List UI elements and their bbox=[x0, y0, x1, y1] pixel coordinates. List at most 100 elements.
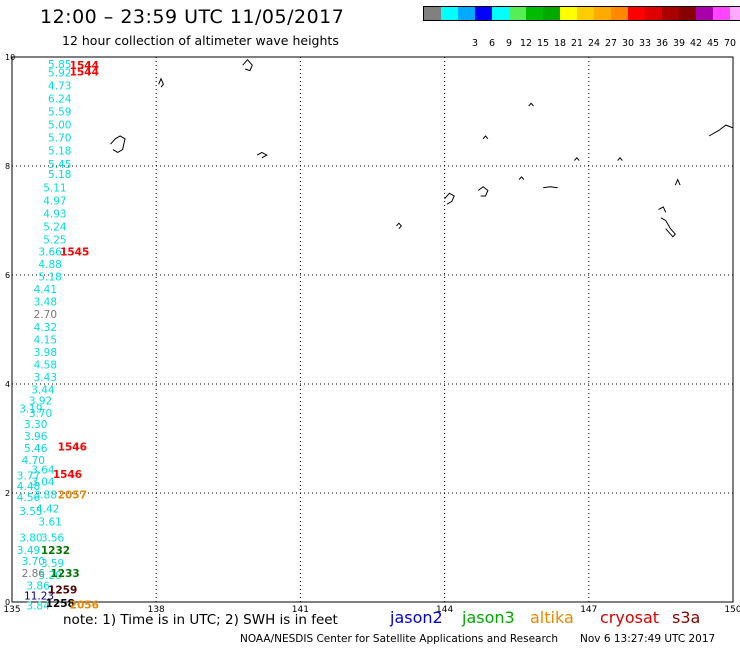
legend-swatch bbox=[713, 7, 730, 20]
legend-swatch bbox=[543, 7, 560, 20]
wave-height-label: 3.56 bbox=[41, 533, 65, 545]
satellite-legend-item: s3a bbox=[672, 608, 701, 627]
wave-height-label: 4.88 bbox=[38, 259, 61, 271]
footer-timestamp: Nov 6 13:27:49 UTC 2017 bbox=[580, 633, 716, 645]
wave-height-label: 3.98 bbox=[34, 347, 57, 359]
wave-height-label: 3.70 bbox=[22, 556, 45, 568]
island-outline bbox=[660, 217, 676, 238]
wave-height-label: 5.11 bbox=[43, 182, 66, 194]
island-outline bbox=[477, 186, 489, 197]
island-outline bbox=[543, 186, 558, 189]
wave-height-label: 3.70 bbox=[29, 408, 52, 420]
legend-swatch bbox=[577, 7, 594, 20]
footer-note: note: 1) Time is in UTC; 2) SWH is in fe… bbox=[63, 612, 338, 628]
page-title: 12:00 – 23:59 UTC 11/05/2017 bbox=[40, 6, 345, 28]
island-outline bbox=[518, 176, 525, 180]
wave-height-label: 4.73 bbox=[48, 80, 71, 92]
legend-swatch bbox=[475, 7, 492, 20]
wave-height-label: 4.42 bbox=[36, 503, 59, 515]
legend-tick-label: 21 bbox=[570, 38, 584, 49]
wave-height-label: 3.49 bbox=[17, 545, 40, 557]
legend-swatch bbox=[458, 7, 475, 20]
legend-swatch bbox=[679, 7, 696, 20]
legend-swatch bbox=[424, 7, 441, 20]
pass-time-label: 1258 bbox=[46, 598, 75, 610]
wave-height-label: 4.15 bbox=[34, 334, 57, 346]
wave-height-label: 5.59 bbox=[48, 107, 71, 119]
map-frame bbox=[11, 56, 734, 603]
lon-tick-label: 135 bbox=[3, 605, 20, 615]
wave-height-label: 5.18 bbox=[48, 169, 71, 181]
wave-height-label: 5.24 bbox=[43, 221, 67, 233]
wave-height-label: 5.18 bbox=[48, 146, 71, 158]
legend-tick-label: 39 bbox=[672, 38, 686, 49]
wave-height-label: 3.84 bbox=[26, 600, 50, 612]
island-outline bbox=[574, 157, 580, 161]
legend-tick-label: 15 bbox=[536, 38, 550, 49]
lat-tick-label: 4 bbox=[5, 380, 10, 389]
lat-tick-label: 0 bbox=[5, 598, 10, 607]
legend-swatch bbox=[628, 7, 645, 20]
legend-swatch bbox=[696, 7, 713, 20]
legend-swatch bbox=[526, 7, 543, 20]
island-outline bbox=[158, 77, 164, 88]
island-outline bbox=[110, 135, 126, 153]
lon-tick-label: 150 bbox=[724, 605, 740, 615]
island-outline bbox=[658, 206, 667, 213]
wave-height-label: 4.48 bbox=[17, 481, 40, 493]
satellite-legend-item: cryosat bbox=[600, 608, 660, 627]
pass-time-label: 1545 bbox=[60, 247, 89, 259]
wave-height-label: 3.92 bbox=[29, 395, 52, 407]
wave-height-label: 5.70 bbox=[48, 133, 71, 145]
pass-time-label: 1232 bbox=[41, 545, 70, 557]
pass-time-label: 2057 bbox=[58, 490, 87, 502]
wave-height-label: 5.18 bbox=[38, 272, 61, 284]
wave-height-label: 5.46 bbox=[24, 443, 48, 455]
legend-tick-label: 6 bbox=[488, 38, 496, 49]
wave-height-label: 3.43 bbox=[34, 372, 57, 384]
footer-credit: NOAA/NESDIS Center for Satellite Applica… bbox=[240, 633, 558, 645]
satellite-legend-item: jason2 bbox=[390, 608, 443, 627]
legend-tick-label: 9 bbox=[505, 38, 513, 49]
lat-tick-label: 10 bbox=[5, 53, 15, 62]
island-outline bbox=[396, 222, 402, 230]
page-subtitle: 12 hour collection of altimeter wave hei… bbox=[62, 33, 339, 48]
legend-swatch-bar bbox=[423, 6, 740, 21]
wave-height-label: 2.86 bbox=[22, 568, 46, 580]
legend-tick-label: 36 bbox=[655, 38, 669, 49]
legend-tick-label: 70 bbox=[723, 38, 737, 49]
wave-height-label: 4.56 bbox=[17, 492, 41, 504]
legend-tick-label: 30 bbox=[621, 38, 635, 49]
pass-time-label: 1546 bbox=[53, 469, 82, 481]
legend-tick-label: 42 bbox=[689, 38, 703, 49]
legend-tick-label: 45 bbox=[706, 38, 720, 49]
wave-height-label: 2.70 bbox=[34, 309, 57, 321]
wave-height-label: 5.00 bbox=[48, 120, 71, 132]
island-outline bbox=[674, 178, 681, 186]
wave-height-label: 3.66 bbox=[38, 247, 62, 259]
wave-height-label: 4.32 bbox=[34, 322, 57, 334]
pass-time-label: 1544 bbox=[70, 67, 99, 79]
island-outline bbox=[528, 102, 534, 107]
pass-time-label: 1546 bbox=[58, 442, 87, 454]
lat-tick-label: 2 bbox=[5, 489, 10, 498]
wave-height-label: 3.19 bbox=[19, 404, 42, 416]
wave-height-label: 5.25 bbox=[43, 235, 66, 247]
wave-height-label: 3.04 bbox=[31, 477, 55, 489]
satellite-legend-item: jason3 bbox=[462, 608, 515, 627]
wave-height-label: 3.61 bbox=[38, 516, 61, 528]
legend-swatch bbox=[730, 7, 740, 20]
lon-tick-label: 144 bbox=[436, 605, 453, 615]
lon-tick-label: 141 bbox=[292, 605, 309, 615]
wave-height-label: 3.88 bbox=[34, 490, 57, 502]
wave-height-label: 3.20 bbox=[38, 570, 61, 582]
legend-swatch bbox=[560, 7, 577, 20]
satellite-legend-item: altika bbox=[530, 608, 574, 627]
legend-swatch bbox=[594, 7, 611, 20]
legend-swatch bbox=[441, 7, 458, 20]
legend-swatch bbox=[611, 7, 628, 20]
pass-time-label: 1259 bbox=[48, 584, 77, 596]
legend-tick-label: 24 bbox=[587, 38, 601, 49]
